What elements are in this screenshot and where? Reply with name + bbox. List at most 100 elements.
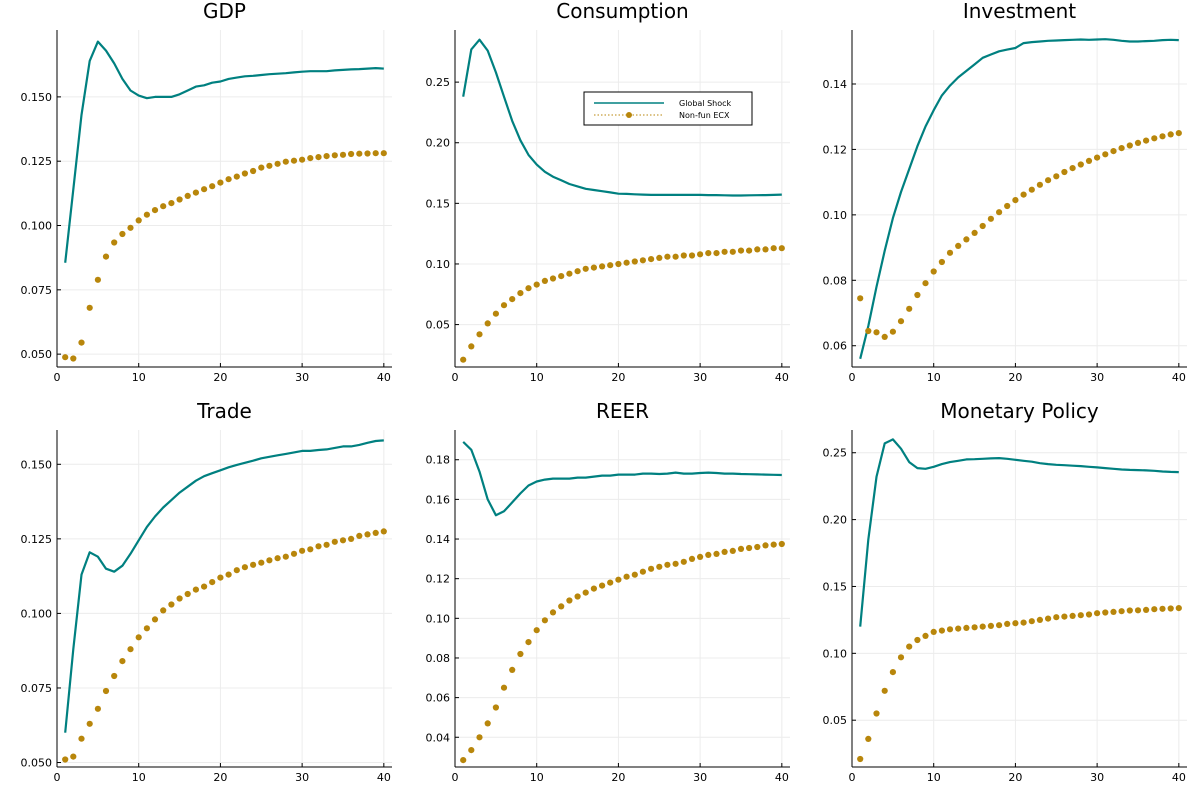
y-tick-label: 0.075 [21,284,53,297]
data-point-non-fun-ecx [680,558,687,565]
data-point-non-fun-ecx [70,355,77,362]
data-point-non-fun-ecx [331,152,338,159]
data-point-non-fun-ecx [209,579,216,586]
data-point-non-fun-ecx [119,230,126,238]
y-tick-label: 0.125 [21,155,53,168]
data-point-non-fun-ecx [102,253,110,260]
data-point-non-fun-ecx [1134,607,1142,614]
x-tick-label: 20 [611,771,625,784]
data-point-non-fun-ecx [250,561,257,568]
x-tick-label: 10 [927,371,941,384]
x-tick-label: 0 [849,371,856,384]
subplot-2: 0 10 20 30 40 0.05 0.10 0.15 0.20 0.25 Consumption… [426,0,790,384]
x-tick-label: 0 [54,371,61,384]
data-point-non-fun-ecx [857,755,864,763]
data-point-non-fun-ecx [119,658,126,665]
data-point-non-fun-ecx [135,217,142,224]
data-point-non-fun-ecx [1069,612,1076,620]
data-point-non-fun-ecx [517,650,524,658]
data-point-non-fun-ecx [946,626,954,633]
data-point-non-fun-ecx [1102,151,1109,158]
data-point-non-fun-ecx [1085,611,1093,618]
data-point-non-fun-ecx [688,555,696,563]
x-tick-label: 40 [775,371,789,384]
data-point-non-fun-ecx [315,543,322,550]
x-tick-label: 30 [295,371,309,384]
data-point-non-fun-ecx [1110,608,1117,616]
data-point-non-fun-ecx [500,684,508,691]
data-point-non-fun-ecx [979,623,986,630]
data-point-non-fun-ecx [143,625,150,632]
subplot-6: 0 10 20 30 40 0.05 0.10 0.15 0.20 0.25 Monetary Po… [823,399,1187,784]
data-point-non-fun-ecx [1151,606,1158,613]
data-point-non-fun-ecx [492,310,499,317]
x-tick-label: 40 [377,371,391,384]
data-point-non-fun-ecx [623,259,630,266]
data-point-non-fun-ecx [241,170,248,177]
series-line-global-shock [64,439,384,733]
y-tick-label: 0.125 [21,533,53,546]
data-point-non-fun-ecx [127,646,134,653]
data-point-non-fun-ecx [135,634,142,641]
data-point-non-fun-ecx [906,305,913,312]
data-point-non-fun-ecx [631,571,638,578]
data-point-non-fun-ecx [1061,613,1068,620]
legend: Global Shock Non-fun ECX [583,91,753,126]
data-point-non-fun-ecx [770,245,777,252]
y-tick-label: 0.16 [426,493,451,506]
data-point-non-fun-ecx [897,654,905,661]
data-point-non-fun-ecx [460,356,467,363]
data-point-non-fun-ecx [348,535,355,543]
series-line-global-shock [859,38,1179,360]
data-point-non-fun-ecx [615,576,622,583]
data-point-non-fun-ecx [339,537,347,544]
y-tick-label: 0.10 [823,209,848,222]
data-point-non-fun-ecx [1020,619,1027,626]
data-point-non-fun-ecx [1143,137,1150,144]
data-point-non-fun-ecx [484,320,491,327]
data-point-non-fun-ecx [664,253,671,260]
data-point-non-fun-ecx [1020,191,1027,198]
data-point-non-fun-ecx [1094,154,1101,161]
y-tick-label: 0.06 [426,692,451,705]
data-point-non-fun-ecx [282,158,289,165]
data-point-non-fun-ecx [1028,618,1035,625]
y-tick-label: 0.075 [21,682,53,695]
data-point-non-fun-ecx [460,757,467,764]
series-line-global-shock [462,38,782,197]
data-point-non-fun-ecx [258,164,265,171]
y-tick-label: 0.15 [823,580,848,593]
data-point-non-fun-ecx [331,538,338,545]
data-point-non-fun-ecx [541,277,549,284]
data-point-non-fun-ecx [1167,605,1174,612]
data-point-non-fun-ecx [1167,131,1174,138]
data-point-non-fun-ecx [599,263,606,270]
data-point-non-fun-ecx [151,207,159,214]
x-tick-label: 20 [611,371,625,384]
legend-label-global-shock: Global Shock [679,99,732,108]
x-tick-label: 0 [452,771,459,784]
data-point-non-fun-ecx [217,574,224,581]
data-point-non-fun-ecx [1077,161,1084,168]
x-tick-label: 20 [1008,771,1022,784]
data-point-non-fun-ecx [509,296,516,303]
y-tick-label: 0.05 [823,714,848,727]
x-tick-label: 10 [927,771,941,784]
x-tick-label: 10 [530,371,544,384]
data-point-non-fun-ecx [209,183,216,190]
data-point-non-fun-ecx [664,561,671,568]
data-point-non-fun-ecx [746,544,753,552]
data-point-non-fun-ecx [323,153,330,160]
data-point-non-fun-ecx [201,583,208,590]
y-tick-label: 0.150 [21,458,53,471]
data-point-non-fun-ecx [233,173,240,180]
data-point-non-fun-ecx [865,735,872,743]
data-point-non-fun-ecx [250,167,257,175]
data-point-non-fun-ecx [1053,614,1060,621]
data-point-non-fun-ecx [509,666,516,674]
data-point-non-fun-ecx [127,224,134,231]
data-point-non-fun-ecx [639,568,647,575]
data-point-non-fun-ecx [380,150,387,157]
x-tick-label: 30 [693,771,707,784]
data-point-non-fun-ecx [889,669,897,676]
